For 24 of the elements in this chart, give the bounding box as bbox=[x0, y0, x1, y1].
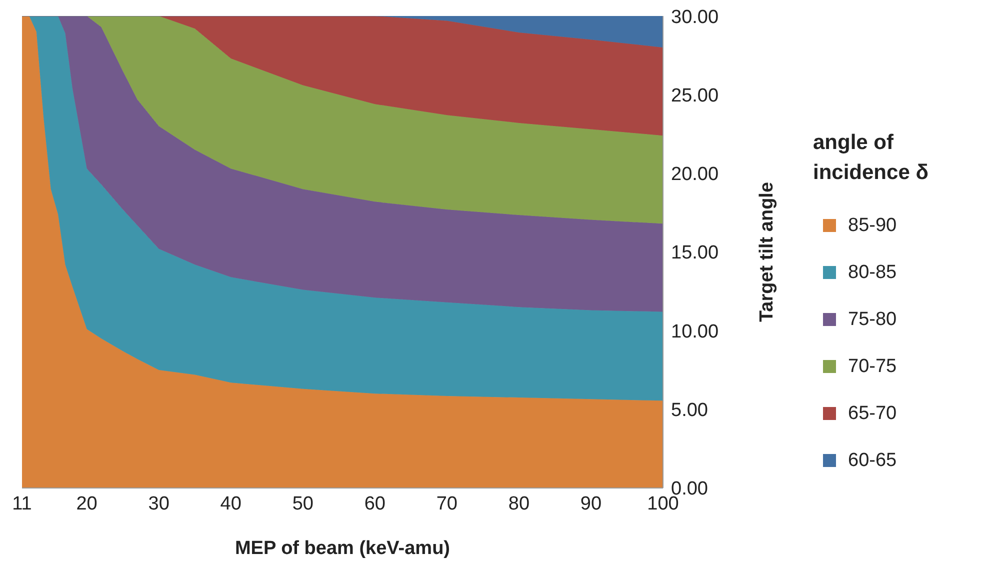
x-tick-label: 90 bbox=[580, 493, 602, 514]
legend-label: 75-80 bbox=[848, 308, 897, 330]
x-axis-title: MEP of beam (keV-amu) bbox=[234, 538, 450, 559]
legend-label: 60-65 bbox=[848, 450, 897, 472]
x-tick-label: 30 bbox=[148, 493, 170, 514]
x-tick-label: 80 bbox=[508, 493, 530, 514]
x-tick-label: 60 bbox=[364, 493, 386, 514]
y-tick-label: 30.00 bbox=[671, 6, 719, 28]
x-tick-label: 11 bbox=[12, 493, 32, 514]
x-tick-label: 20 bbox=[76, 493, 98, 514]
y-tick-label: 20.00 bbox=[671, 164, 719, 186]
y-axis-title: Target tilt angle bbox=[756, 182, 778, 322]
y-tick-label: 25.00 bbox=[671, 85, 719, 106]
x-tick-label: 50 bbox=[292, 493, 314, 514]
y-tick-label: 10.00 bbox=[671, 321, 719, 342]
legend-title: angle of incidence δ bbox=[813, 130, 930, 186]
legend-label: 85-90 bbox=[848, 214, 897, 236]
y-tick-label: 5.00 bbox=[671, 400, 708, 422]
x-tick-label: 70 bbox=[436, 493, 458, 514]
legend-label: 65-70 bbox=[848, 402, 897, 424]
x-tick-label: 40 bbox=[220, 493, 242, 514]
legend-label: 70-75 bbox=[848, 356, 897, 378]
y-tick-label: 15.00 bbox=[671, 242, 719, 264]
legend-label: 80-85 bbox=[848, 262, 897, 284]
